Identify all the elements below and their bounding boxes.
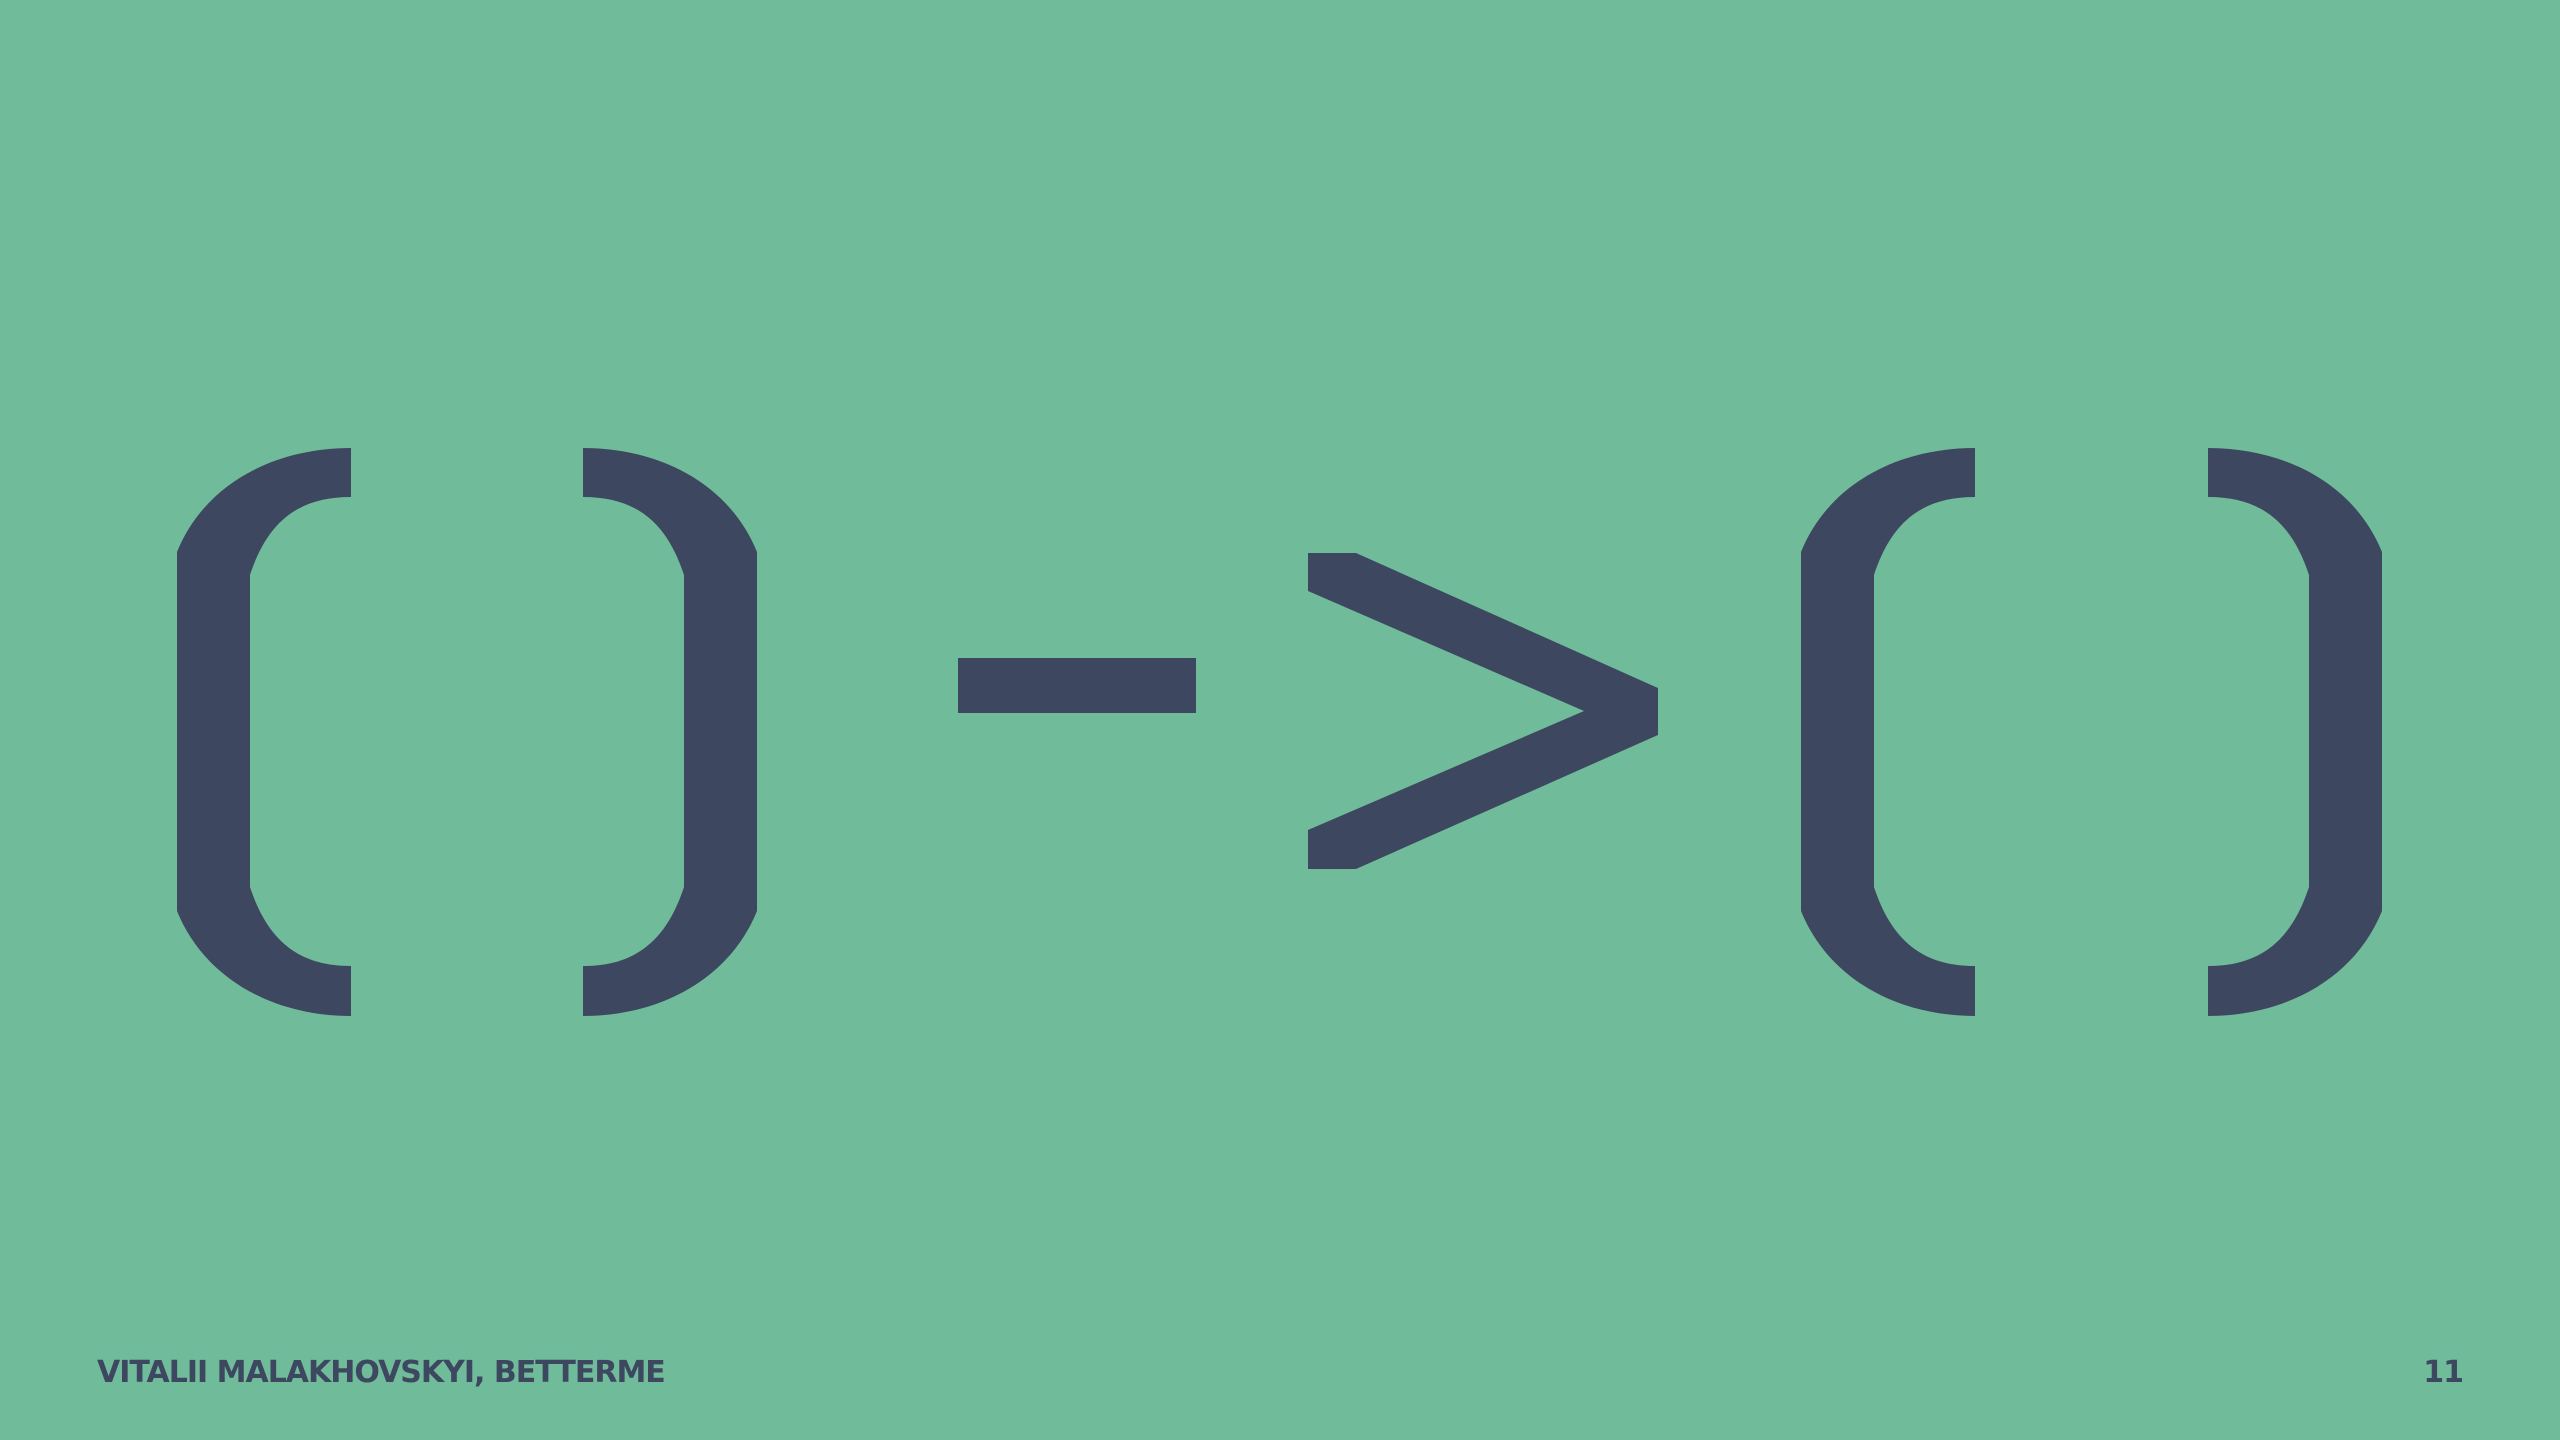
- right-open-paren: [1801, 448, 1975, 1016]
- page-number: 11: [2423, 1355, 2464, 1390]
- footer-author: VITALII MALAKHOVSKYI, BETTERME: [97, 1355, 666, 1390]
- arrow-head: [1308, 553, 1658, 869]
- arrow-dash: [958, 658, 1196, 713]
- right-close-paren: [2208, 448, 2382, 1016]
- left-close-paren: [583, 448, 757, 1016]
- left-open-paren: [177, 448, 351, 1016]
